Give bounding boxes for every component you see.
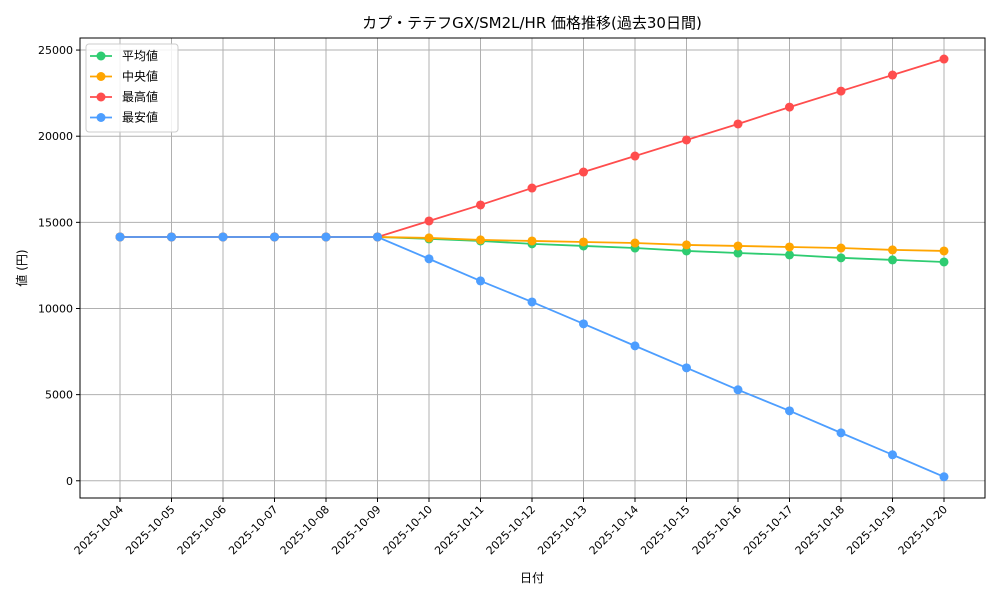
data-point [785, 250, 794, 260]
data-point [373, 232, 382, 242]
data-point [939, 54, 949, 64]
data-point [733, 119, 743, 129]
legend-marker [96, 113, 106, 122]
data-point [939, 472, 949, 482]
data-point [836, 253, 846, 263]
x-axis: 2025-10-042025-10-052025-10-062025-10-07… [72, 498, 950, 557]
legend-box [85, 43, 179, 133]
data-point [733, 385, 743, 395]
legend-marker [96, 72, 106, 81]
y-tick-label: 0 [66, 475, 73, 488]
x-tick-label: 2025-10-05 [123, 503, 177, 557]
data-point [630, 341, 640, 351]
x-tick-label: 2025-10-18 [793, 503, 847, 557]
y-tick-label: 10000 [38, 302, 73, 315]
data-point [579, 167, 588, 177]
data-point [939, 257, 949, 267]
data-point [785, 406, 794, 416]
x-tick-label: 2025-10-11 [432, 503, 486, 557]
x-tick-label: 2025-10-12 [484, 503, 538, 557]
y-tick-label: 25000 [38, 44, 73, 57]
x-axis-label: 日付 [520, 571, 544, 585]
legend-item: 最安値 [90, 110, 158, 125]
data-point [939, 246, 949, 256]
chart-title: カプ・テテフGX/SM2L/HR 価格推移(過去30日間) [362, 14, 702, 32]
legend-marker [96, 51, 106, 61]
data-point [630, 238, 640, 248]
data-point [218, 232, 228, 242]
x-tick-label: 2025-10-09 [329, 503, 383, 557]
data-point [785, 102, 794, 112]
data-point [167, 232, 176, 242]
x-tick-label: 2025-10-20 [896, 503, 950, 557]
data-point [527, 183, 537, 193]
data-point [476, 200, 485, 210]
data-point [888, 255, 897, 265]
data-point [785, 242, 794, 252]
data-point [888, 450, 897, 460]
data-point [836, 243, 846, 253]
x-tick-label: 2025-10-13 [535, 503, 589, 557]
data-point [527, 297, 537, 307]
legend-label: 最高値 [122, 89, 158, 104]
x-tick-label: 2025-10-06 [175, 503, 229, 557]
data-point [424, 254, 434, 264]
data-point [733, 241, 743, 251]
series-最安値 [115, 232, 949, 482]
data-point [888, 70, 897, 80]
legend-label: 平均値 [122, 48, 158, 63]
x-tick-label: 2025-10-08 [278, 503, 332, 557]
data-point [630, 151, 640, 161]
legend-item: 中央値 [90, 69, 158, 84]
data-point [424, 216, 434, 226]
x-tick-label: 2025-10-19 [844, 503, 898, 557]
data-point [836, 86, 846, 96]
legend-label: 中央値 [122, 69, 158, 84]
y-tick-label: 5000 [45, 389, 73, 402]
y-axis-label: 値 (円) [14, 249, 29, 286]
legend-label: 最安値 [122, 110, 158, 125]
x-tick-label: 2025-10-04 [72, 503, 126, 557]
data-point [476, 235, 485, 245]
x-tick-label: 2025-10-16 [690, 503, 744, 557]
data-point [579, 319, 588, 329]
grid [80, 38, 985, 498]
y-axis: 0 5000 10000 15000 20000 25000 [38, 44, 80, 488]
data-point [270, 232, 279, 242]
x-tick-label: 2025-10-10 [381, 503, 435, 557]
data-point [888, 245, 897, 255]
data-point [733, 248, 743, 258]
legend-marker [96, 92, 106, 102]
x-tick-label: 2025-10-07 [226, 503, 280, 557]
x-tick-label: 2025-10-17 [741, 503, 795, 557]
data-point [682, 240, 691, 250]
legend-item: 平均値 [90, 48, 158, 63]
data-point [682, 135, 691, 145]
data-point [579, 237, 588, 247]
data-point [682, 363, 691, 373]
series-lines [115, 54, 949, 482]
data-point [476, 276, 485, 286]
data-point [321, 232, 331, 242]
data-point [836, 428, 846, 438]
x-tick-label: 2025-10-14 [587, 503, 641, 557]
data-point [527, 236, 537, 246]
data-point [115, 232, 125, 242]
x-tick-label: 2025-10-15 [638, 503, 692, 557]
data-point [424, 233, 434, 243]
y-tick-label: 15000 [38, 216, 73, 229]
y-tick-label: 20000 [38, 130, 73, 143]
legend-item: 最高値 [90, 89, 158, 104]
